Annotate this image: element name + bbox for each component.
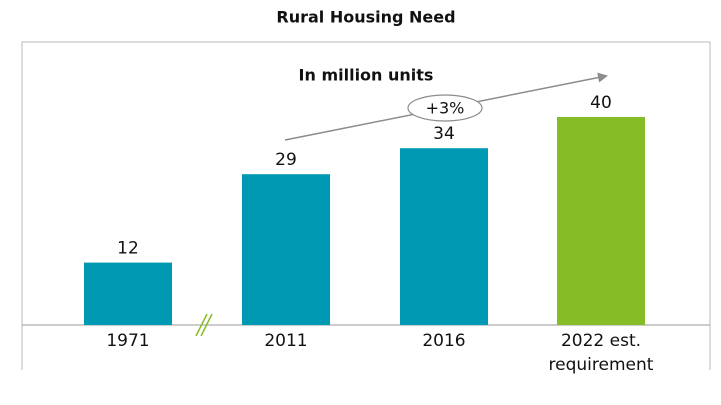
- bar: [242, 174, 330, 325]
- x-tick-label: 1971: [106, 331, 150, 351]
- x-tick-label: 2022 est. requirement: [548, 331, 654, 375]
- x-tick-label-box: 1971: [106, 331, 150, 351]
- annotation-bubble: [407, 94, 483, 122]
- x-tick-label-box: 2022 est. requirement: [548, 331, 654, 375]
- bar: [84, 262, 172, 325]
- annotation: +3%: [426, 99, 465, 118]
- data-label: 34: [433, 124, 455, 144]
- frame: [21, 41, 711, 370]
- x-tick-label: 2016: [422, 331, 466, 351]
- chart-title: Rural Housing Need: [276, 8, 455, 27]
- x-tick-label-box: 2016: [422, 331, 466, 351]
- bar: [400, 148, 488, 325]
- x-tick-label-box: 2011: [264, 331, 308, 351]
- chart-subtitle: In million units: [299, 66, 434, 85]
- x-tick-label: 2011: [264, 331, 308, 351]
- bar: [557, 117, 645, 325]
- data-label: 12: [117, 239, 139, 259]
- data-label: 29: [275, 150, 297, 170]
- data-label: 40: [590, 93, 612, 113]
- axis-break: [195, 313, 213, 337]
